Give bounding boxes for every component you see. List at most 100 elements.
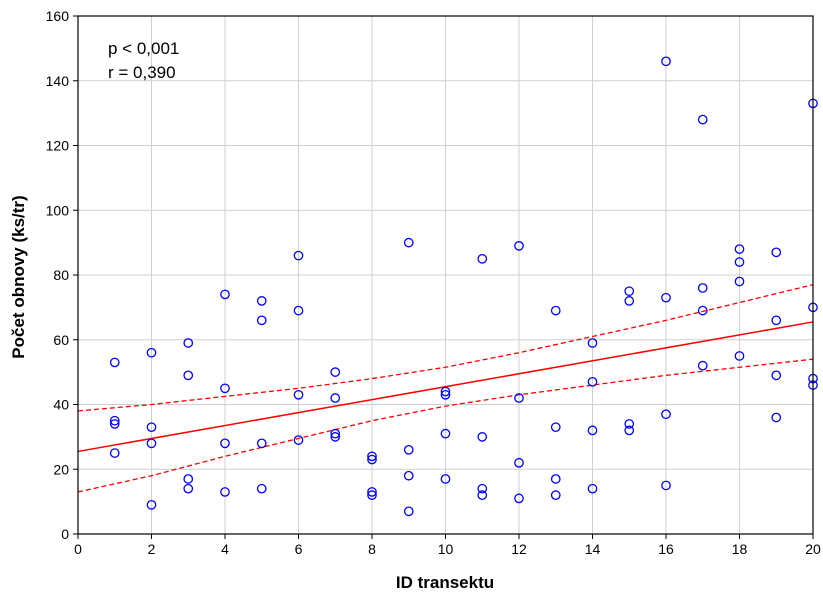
data-point bbox=[734, 244, 745, 254]
data-point bbox=[220, 487, 230, 497]
confidence-band bbox=[77, 284, 814, 493]
y-axis-title: Počet obnovy (ks/tr) bbox=[9, 195, 28, 358]
data-point bbox=[624, 425, 635, 436]
data-point bbox=[440, 389, 451, 400]
x-tick-label: 16 bbox=[658, 541, 674, 557]
data-point bbox=[220, 289, 230, 300]
data-point bbox=[146, 438, 157, 449]
data-point bbox=[183, 338, 194, 348]
y-tick-label: 160 bbox=[46, 8, 70, 24]
confidence-band-lower bbox=[77, 358, 814, 493]
data-point bbox=[403, 444, 414, 455]
y-tick-label: 120 bbox=[46, 138, 70, 154]
data-point bbox=[330, 393, 341, 403]
data-point bbox=[661, 292, 671, 303]
x-tick-label: 4 bbox=[221, 541, 229, 557]
data-point bbox=[624, 296, 635, 306]
data-point bbox=[330, 367, 341, 377]
data-point bbox=[550, 474, 561, 484]
p-value-annotation: p < 0,001 bbox=[108, 39, 179, 58]
data-point bbox=[183, 370, 194, 381]
data-point bbox=[661, 56, 671, 67]
data-point bbox=[697, 360, 708, 371]
x-tick-label: 0 bbox=[74, 541, 82, 557]
y-tick-label: 40 bbox=[53, 397, 69, 413]
data-point bbox=[550, 422, 561, 433]
data-point bbox=[109, 415, 120, 426]
data-point bbox=[697, 283, 708, 293]
data-point bbox=[734, 257, 745, 267]
data-point bbox=[587, 376, 598, 387]
data-point bbox=[477, 253, 488, 264]
data-point bbox=[256, 315, 267, 326]
data-point bbox=[734, 276, 745, 287]
regression-line bbox=[77, 321, 814, 453]
y-tick-label: 100 bbox=[46, 202, 70, 218]
y-tick-label: 60 bbox=[53, 332, 69, 348]
data-point bbox=[697, 114, 708, 125]
data-point bbox=[293, 305, 304, 316]
data-point bbox=[109, 448, 120, 458]
axis-ticks: 0 2 4 6 8 10 12 14 16 18 20 0 20 40 60 80 100 120 140 160 bbox=[46, 8, 821, 557]
data-point bbox=[440, 428, 451, 439]
data-point bbox=[109, 419, 120, 429]
data-point bbox=[624, 419, 635, 429]
x-tick-label: 8 bbox=[368, 541, 376, 557]
data-point bbox=[514, 393, 524, 403]
data-point bbox=[146, 500, 157, 510]
data-point bbox=[367, 487, 377, 497]
data-point bbox=[697, 305, 708, 316]
y-tick-label: 20 bbox=[53, 461, 69, 477]
x-tick-label: 20 bbox=[805, 541, 821, 557]
x-tick-label: 12 bbox=[511, 541, 527, 557]
data-point bbox=[514, 457, 524, 468]
r-value-annotation: r = 0,390 bbox=[108, 63, 176, 82]
data-point bbox=[771, 315, 782, 326]
data-point bbox=[661, 480, 671, 491]
y-tick-label: 0 bbox=[61, 526, 69, 542]
data-points bbox=[109, 56, 818, 517]
data-point bbox=[403, 237, 414, 248]
x-tick-label: 2 bbox=[148, 541, 156, 557]
x-tick-label: 18 bbox=[732, 541, 748, 557]
data-point bbox=[440, 474, 451, 484]
data-point bbox=[550, 305, 561, 316]
data-point bbox=[403, 506, 414, 517]
y-tick-label: 140 bbox=[46, 73, 70, 89]
data-point bbox=[220, 383, 230, 394]
grid bbox=[78, 16, 813, 534]
x-axis-title: ID transektu bbox=[396, 573, 494, 592]
data-point bbox=[661, 409, 671, 420]
data-point bbox=[550, 490, 561, 500]
data-point bbox=[771, 370, 782, 381]
data-point bbox=[146, 347, 157, 358]
data-point bbox=[477, 432, 488, 442]
data-point bbox=[403, 470, 414, 481]
data-point bbox=[440, 386, 451, 397]
data-point bbox=[514, 241, 524, 251]
data-point bbox=[367, 454, 377, 465]
data-point bbox=[771, 247, 782, 258]
data-point bbox=[477, 483, 488, 494]
data-point bbox=[256, 438, 267, 449]
data-point bbox=[183, 483, 194, 494]
data-point bbox=[367, 490, 377, 500]
x-tick-label: 6 bbox=[295, 541, 303, 557]
data-point bbox=[256, 483, 267, 494]
data-point bbox=[330, 432, 341, 442]
data-point bbox=[330, 428, 341, 439]
data-point bbox=[624, 286, 635, 297]
data-point bbox=[367, 451, 377, 462]
x-tick-label: 14 bbox=[585, 541, 601, 557]
data-point bbox=[477, 490, 488, 500]
data-point bbox=[587, 425, 598, 436]
regression-line-group bbox=[77, 321, 814, 453]
data-point bbox=[183, 474, 194, 484]
x-tick-label: 10 bbox=[438, 541, 454, 557]
data-point bbox=[587, 338, 598, 348]
confidence-band-upper bbox=[77, 284, 814, 412]
data-point bbox=[734, 351, 745, 361]
data-point bbox=[771, 412, 782, 423]
y-tick-label: 80 bbox=[53, 267, 69, 283]
